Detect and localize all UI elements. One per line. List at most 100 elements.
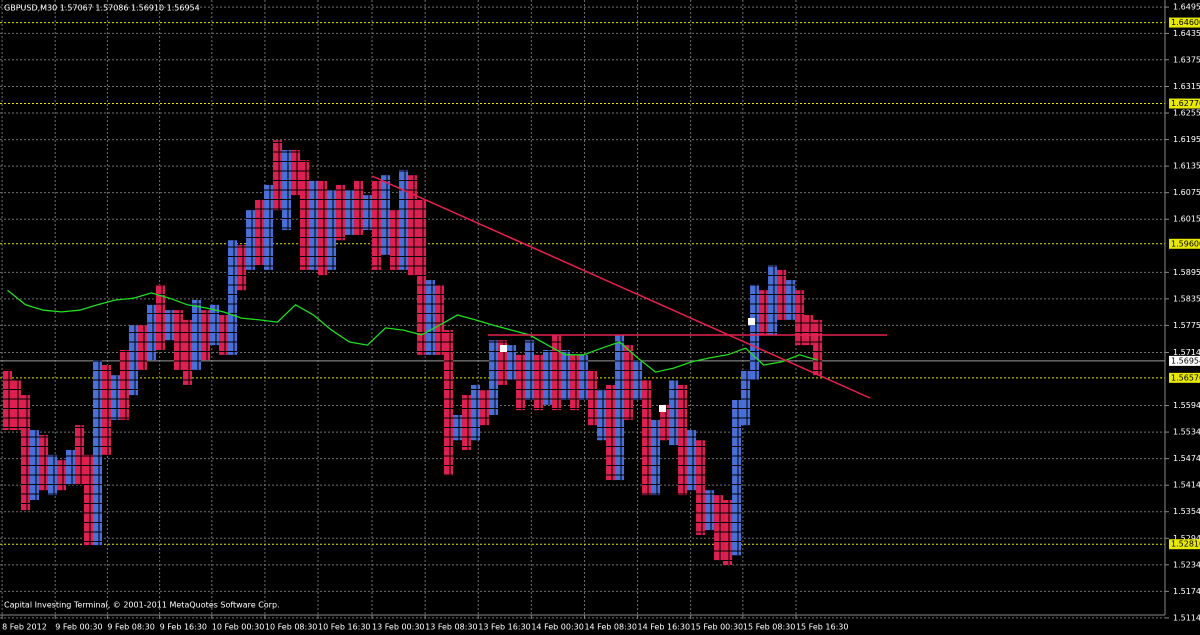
y-tick-label: 1.54144 — [1173, 481, 1200, 490]
brick-cells — [750, 284, 760, 381]
brick-cells — [570, 354, 580, 411]
y-tick-label: 1.61955 — [1173, 135, 1200, 144]
level-label-box — [1169, 98, 1200, 109]
brick-cells — [759, 290, 769, 335]
y-tick-label: 1.63759 — [1173, 55, 1200, 64]
brick-cells — [318, 180, 328, 276]
brick-cells — [732, 399, 742, 556]
brick-cells — [39, 434, 49, 491]
y-tick-label: 1.57144 — [1173, 348, 1200, 357]
brick-cells — [624, 345, 634, 420]
brick-cells — [192, 299, 202, 370]
brick-cells — [525, 340, 535, 400]
brick-cells — [633, 360, 643, 400]
x-tick-label: 13 Feb 08:30 — [425, 623, 477, 632]
brick-cells — [669, 380, 679, 446]
brick-cells — [57, 460, 67, 491]
brick-cells — [210, 304, 220, 346]
level-label-box — [1169, 238, 1200, 249]
brick-cells — [201, 310, 211, 361]
brick-cells — [534, 354, 544, 411]
brick-cells — [471, 384, 481, 441]
y-tick-label: 1.60755 — [1173, 188, 1200, 197]
y-tick-label: 1.53544 — [1173, 507, 1200, 516]
brick-cells — [138, 325, 148, 370]
brick-cells — [678, 384, 688, 496]
level-label: 1.56570 — [1171, 373, 1200, 382]
brick-cells — [795, 290, 805, 346]
brick-cells — [20, 395, 30, 511]
y-tick-label: 1.58955 — [1173, 268, 1200, 277]
axes: 1.64950 1.64355 1.63759 1.63155 1.62555 1.619… — [1, 3, 1200, 632]
y-tick-label: 1.61355 — [1173, 162, 1200, 171]
brick-cells — [651, 419, 661, 496]
brick-cells — [777, 269, 787, 320]
brick-cells — [147, 304, 157, 361]
y-tick-label: 1.52344 — [1173, 560, 1200, 569]
brick-cells — [264, 184, 274, 270]
brick-cells — [372, 180, 382, 270]
level-label-box — [1169, 17, 1200, 28]
brick-cells — [111, 375, 121, 420]
x-tick-label: 13 Feb 16:30 — [478, 623, 530, 632]
level-label-box — [1169, 539, 1200, 550]
brick-cells — [2, 369, 12, 431]
x-tick-label: 15 Feb 00:30 — [691, 623, 743, 632]
y-tick-label: 1.51144 — [1173, 613, 1200, 622]
brick-cells — [579, 354, 589, 400]
brick-cells — [786, 280, 796, 320]
brick-cells — [660, 404, 670, 441]
brick-cells — [723, 499, 733, 566]
marker — [659, 405, 666, 412]
y-tick-label: 1.55944 — [1173, 401, 1200, 410]
brick-cells — [453, 415, 463, 441]
brick-cells — [741, 369, 751, 426]
brick-cells — [336, 184, 346, 241]
brick-cells — [156, 284, 166, 350]
brick-cells — [300, 160, 310, 270]
level-label: 1.52810 — [1171, 540, 1200, 549]
brick-cells — [237, 245, 247, 291]
brick-cells — [246, 210, 256, 270]
x-tick-label: 8 Feb 2012 — [2, 623, 47, 632]
brick-cells — [498, 340, 508, 385]
brick-cells — [426, 280, 436, 355]
brick-cells — [282, 149, 292, 231]
trendline — [371, 175, 871, 399]
brick-cells — [606, 384, 616, 481]
brick-cells — [687, 430, 697, 491]
current-price-box — [1169, 355, 1200, 366]
y-tick-label: 1.64950 — [1173, 3, 1200, 12]
brick-cells — [399, 169, 409, 270]
brick-cells — [435, 284, 445, 355]
brick-cells — [615, 334, 625, 481]
brick-cells — [29, 430, 40, 500]
brick-cells — [444, 330, 454, 476]
y-tick-label: 1.57755 — [1173, 321, 1200, 330]
x-tick-label: 9 Feb 08:30 — [107, 623, 154, 632]
brick-cells — [93, 360, 103, 546]
x-tick-label: 10 Feb 08:30 — [265, 623, 317, 632]
x-tick-label: 10 Feb 16:30 — [318, 623, 370, 632]
current-price-label: 1.56954 — [1171, 356, 1200, 365]
x-tick-label: 10 Feb 00:30 — [212, 623, 264, 632]
brick-cells — [588, 369, 598, 426]
chart-title: GBPUSD,M30 1.57067 1.57086 1.56910 1.569… — [4, 4, 200, 13]
brick-cells — [552, 334, 562, 411]
x-tick-label: 14 Feb 08:30 — [584, 623, 636, 632]
brick-cells — [174, 310, 184, 370]
marker — [500, 345, 507, 352]
x-tick-label: 9 Feb 00:30 — [55, 623, 102, 632]
brick-cells — [516, 354, 526, 411]
brick-cells — [120, 349, 130, 420]
brick-cells — [507, 345, 517, 381]
brick-cells — [75, 425, 85, 485]
brick-cells — [219, 315, 229, 355]
level-label: 1.59600 — [1171, 239, 1200, 248]
y-tick-label: 1.52944 — [1173, 534, 1200, 543]
brick-cells — [165, 310, 175, 341]
brick-cells — [84, 454, 94, 546]
brick-cells — [273, 140, 283, 211]
y-tick-label: 1.63155 — [1173, 82, 1200, 91]
brick-cells — [354, 180, 364, 235]
